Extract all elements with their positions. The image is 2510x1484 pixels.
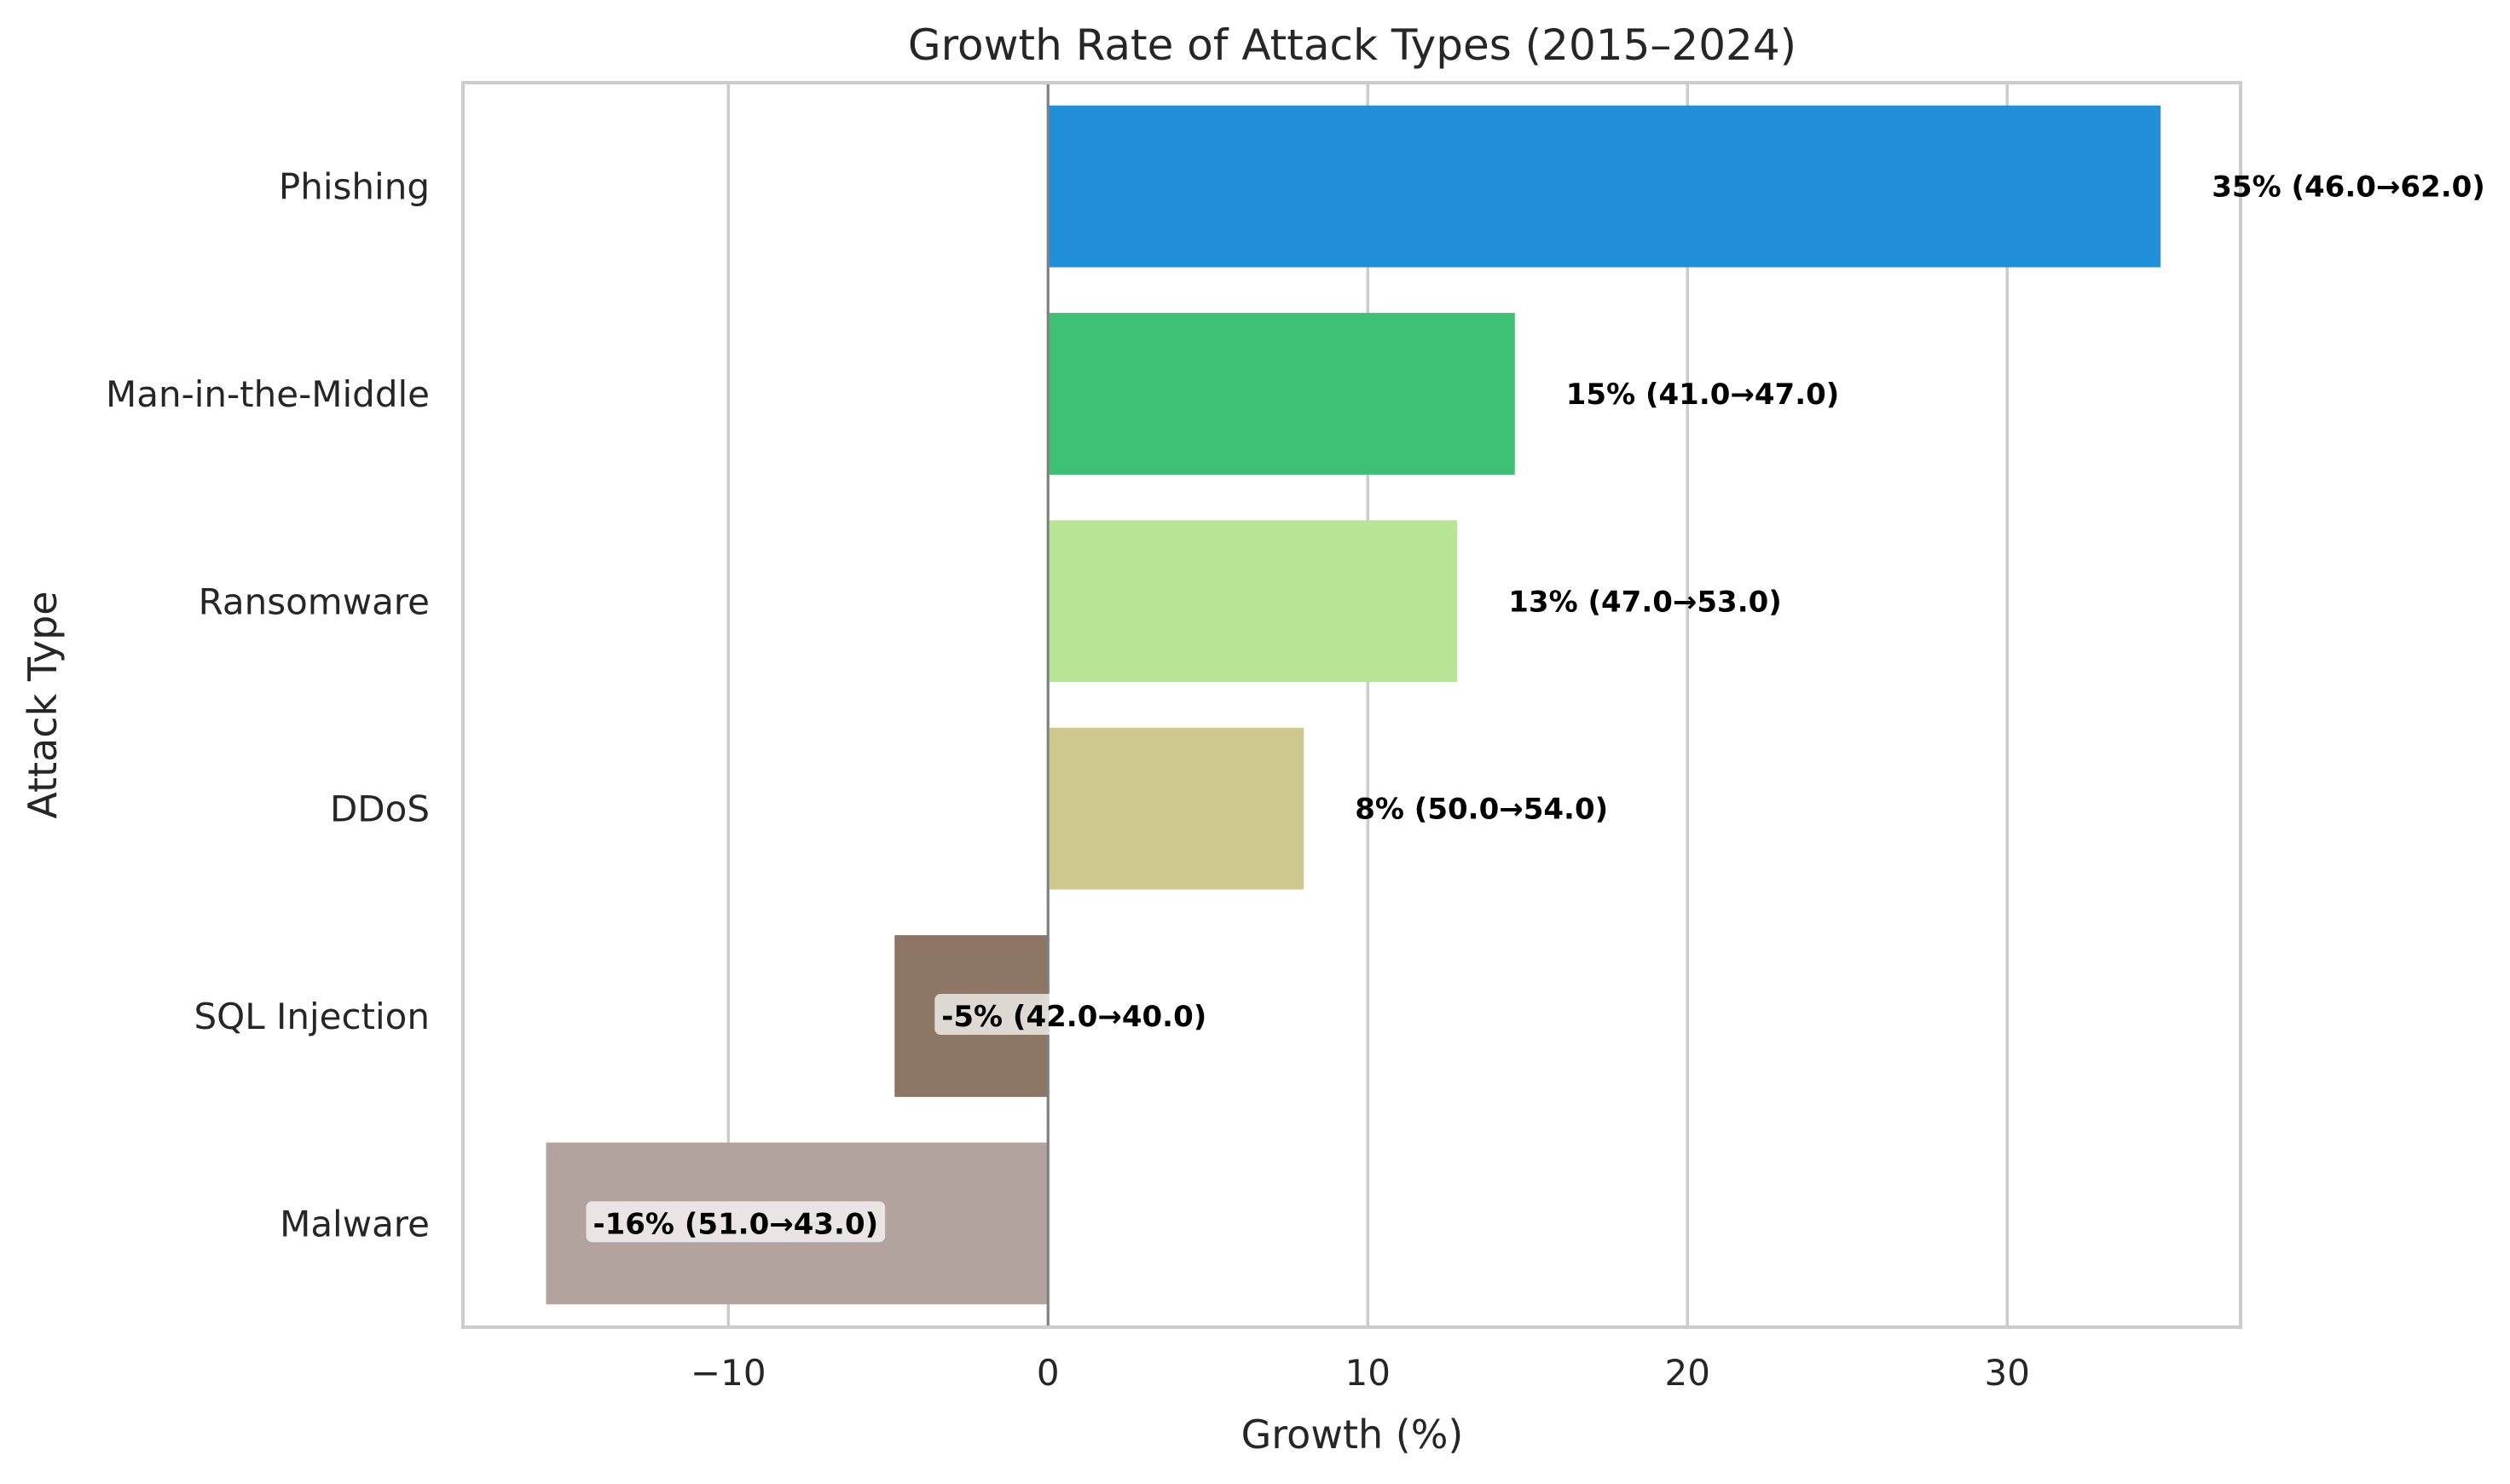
data-label-group: -16% (51.0→43.0) bbox=[586, 1201, 886, 1243]
bar bbox=[1048, 727, 1304, 890]
data-label: 13% (47.0→53.0) bbox=[1508, 585, 1782, 619]
x-tick-label: 30 bbox=[1985, 1352, 2030, 1394]
data-label-background bbox=[586, 1201, 886, 1243]
x-tick-label: 0 bbox=[1037, 1352, 1060, 1394]
data-label: -16% (51.0→43.0) bbox=[593, 1207, 879, 1241]
y-tick-label: Malware bbox=[280, 1203, 430, 1244]
chart-title: Growth Rate of Attack Types (2015–2024) bbox=[908, 20, 1796, 70]
x-tick-label: 10 bbox=[1345, 1352, 1391, 1394]
data-label-group: -5% (42.0→40.0) bbox=[934, 994, 1214, 1035]
y-tick-label: DDoS bbox=[330, 788, 430, 830]
y-axis-label: Attack Type bbox=[20, 591, 66, 818]
bar bbox=[1048, 105, 2161, 268]
x-axis-ticks: −10 0 10 20 30 bbox=[691, 1352, 2030, 1394]
data-labels: 35% (46.0→62.0) 15% (41.0→47.0) 13% (47.0→… bbox=[586, 170, 2485, 1243]
data-label: 35% (46.0→62.0) bbox=[2212, 170, 2485, 205]
y-tick-label: Man-in-the-Middle bbox=[106, 373, 430, 415]
bar bbox=[1048, 520, 1458, 683]
y-tick-label: Ransomware bbox=[199, 580, 430, 622]
y-tick-label: SQL Injection bbox=[194, 996, 430, 1037]
data-label: 15% (41.0→47.0) bbox=[1566, 378, 1840, 412]
data-label: 8% (50.0→54.0) bbox=[1355, 793, 1608, 827]
x-axis-label: Growth (%) bbox=[1241, 1412, 1464, 1458]
x-tick-label: 20 bbox=[1665, 1352, 1710, 1394]
y-axis-ticks: Phishing Man-in-the-Middle Ransomware DDoS S… bbox=[106, 166, 430, 1245]
plot-frame bbox=[461, 81, 2242, 1329]
data-label: -5% (42.0→40.0) bbox=[941, 1000, 1206, 1034]
x-tick-label: −10 bbox=[691, 1352, 766, 1394]
bar bbox=[1048, 313, 1515, 475]
data-label-background bbox=[934, 994, 1214, 1035]
y-tick-label: Phishing bbox=[279, 166, 430, 208]
